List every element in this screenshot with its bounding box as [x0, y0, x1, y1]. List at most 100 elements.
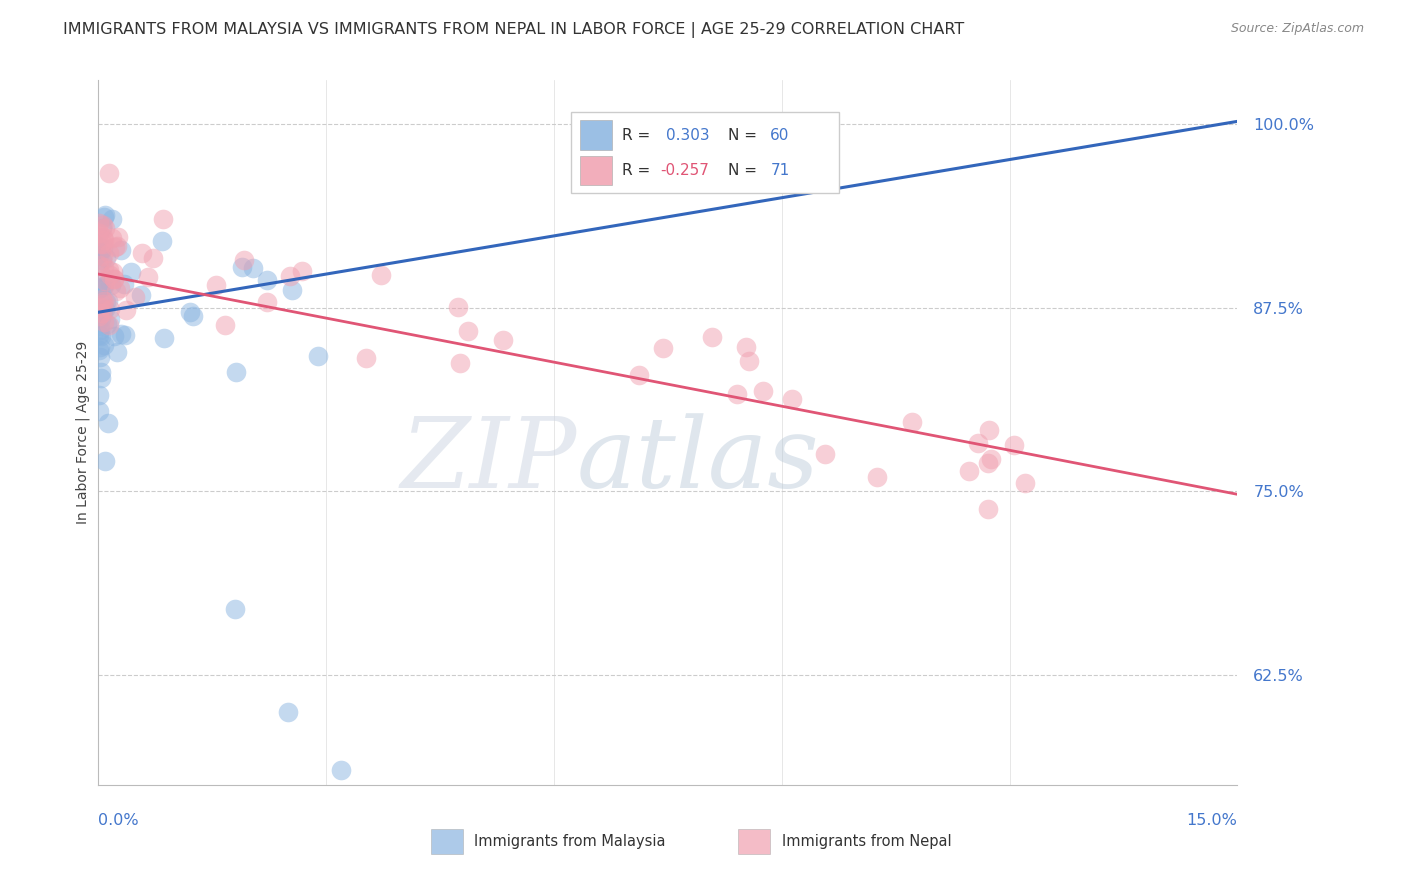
Point [105, 345, 128, 359]
Point [90, 243, 112, 257]
Text: Immigrants from Malaysia: Immigrants from Malaysia [474, 834, 666, 849]
Point [231, 260, 253, 275]
Point [901, 416, 924, 430]
Point [94, 274, 117, 288]
Text: N =: N = [728, 128, 762, 143]
Point [737, 353, 759, 368]
Point [90, 293, 112, 307]
Point [89, 246, 111, 260]
Point [93, 260, 115, 274]
Point [93, 278, 115, 293]
Point [89, 340, 111, 354]
Point [93, 233, 115, 247]
Point [814, 447, 837, 461]
Point [89, 280, 111, 294]
Text: N =: N = [728, 163, 762, 178]
Point [979, 423, 1001, 437]
Point [98, 262, 121, 277]
Point [89, 350, 111, 364]
Point [89, 309, 111, 323]
Point [90, 252, 112, 267]
Point [142, 252, 165, 266]
Point [330, 764, 353, 778]
Point [90, 365, 112, 379]
Point [725, 387, 748, 401]
Point [101, 231, 124, 245]
Point [89, 216, 111, 230]
Point [957, 464, 980, 478]
Point [93, 210, 115, 224]
Point [100, 277, 122, 292]
Point [90, 311, 112, 326]
Point [94, 208, 117, 222]
Bar [432, 829, 463, 854]
Point [110, 326, 132, 341]
Point [91, 241, 114, 255]
Point [93, 297, 115, 311]
Bar [581, 156, 612, 186]
Point [90, 300, 112, 314]
Point [354, 351, 377, 365]
Point [104, 284, 127, 298]
Point [103, 328, 125, 343]
Point [91, 230, 114, 244]
Text: 0.303: 0.303 [665, 128, 709, 143]
Point [90, 370, 112, 384]
Point [120, 265, 142, 279]
Point [89, 318, 111, 333]
Point [97, 293, 120, 308]
Point [628, 368, 651, 382]
Point [114, 303, 136, 318]
Point [105, 239, 128, 253]
Point [370, 268, 392, 282]
Y-axis label: In Labor Force | Age 25-29: In Labor Force | Age 25-29 [76, 341, 90, 524]
Point [89, 343, 111, 357]
Point [89, 238, 111, 252]
Bar [581, 120, 612, 150]
Point [980, 451, 1002, 466]
Text: 71: 71 [770, 163, 790, 178]
Point [89, 237, 111, 252]
Point [91, 278, 114, 293]
Text: atlas: atlas [576, 413, 820, 508]
Point [492, 333, 515, 347]
Point [98, 301, 121, 316]
Bar [738, 829, 770, 854]
Point [865, 469, 887, 483]
Point [307, 349, 329, 363]
Text: R =: R = [623, 128, 655, 143]
Text: 0.0%: 0.0% [98, 814, 139, 828]
Point [91, 249, 114, 263]
Point [103, 271, 125, 285]
Point [225, 365, 247, 379]
Point [89, 327, 111, 342]
Text: ZIP: ZIP [401, 413, 576, 508]
Point [114, 327, 136, 342]
Point [291, 264, 314, 278]
Point [101, 211, 124, 226]
Point [1014, 476, 1036, 491]
Point [89, 240, 111, 254]
Point [278, 269, 301, 284]
Point [97, 246, 120, 260]
Point [94, 453, 117, 467]
Point [93, 338, 115, 352]
Text: -0.257: -0.257 [659, 163, 709, 178]
Point [96, 317, 118, 331]
Point [93, 316, 115, 330]
Point [103, 272, 125, 286]
Point [97, 166, 120, 180]
Point [131, 246, 153, 260]
Point [90, 328, 112, 343]
Point [91, 220, 114, 235]
Point [94, 252, 117, 266]
Point [91, 304, 114, 318]
Point [734, 341, 756, 355]
Point [150, 234, 173, 248]
Point [89, 282, 111, 296]
Text: Source: ZipAtlas.com: Source: ZipAtlas.com [1230, 22, 1364, 36]
Point [93, 293, 115, 308]
Point [281, 284, 304, 298]
Point [89, 404, 111, 418]
Point [101, 265, 124, 279]
